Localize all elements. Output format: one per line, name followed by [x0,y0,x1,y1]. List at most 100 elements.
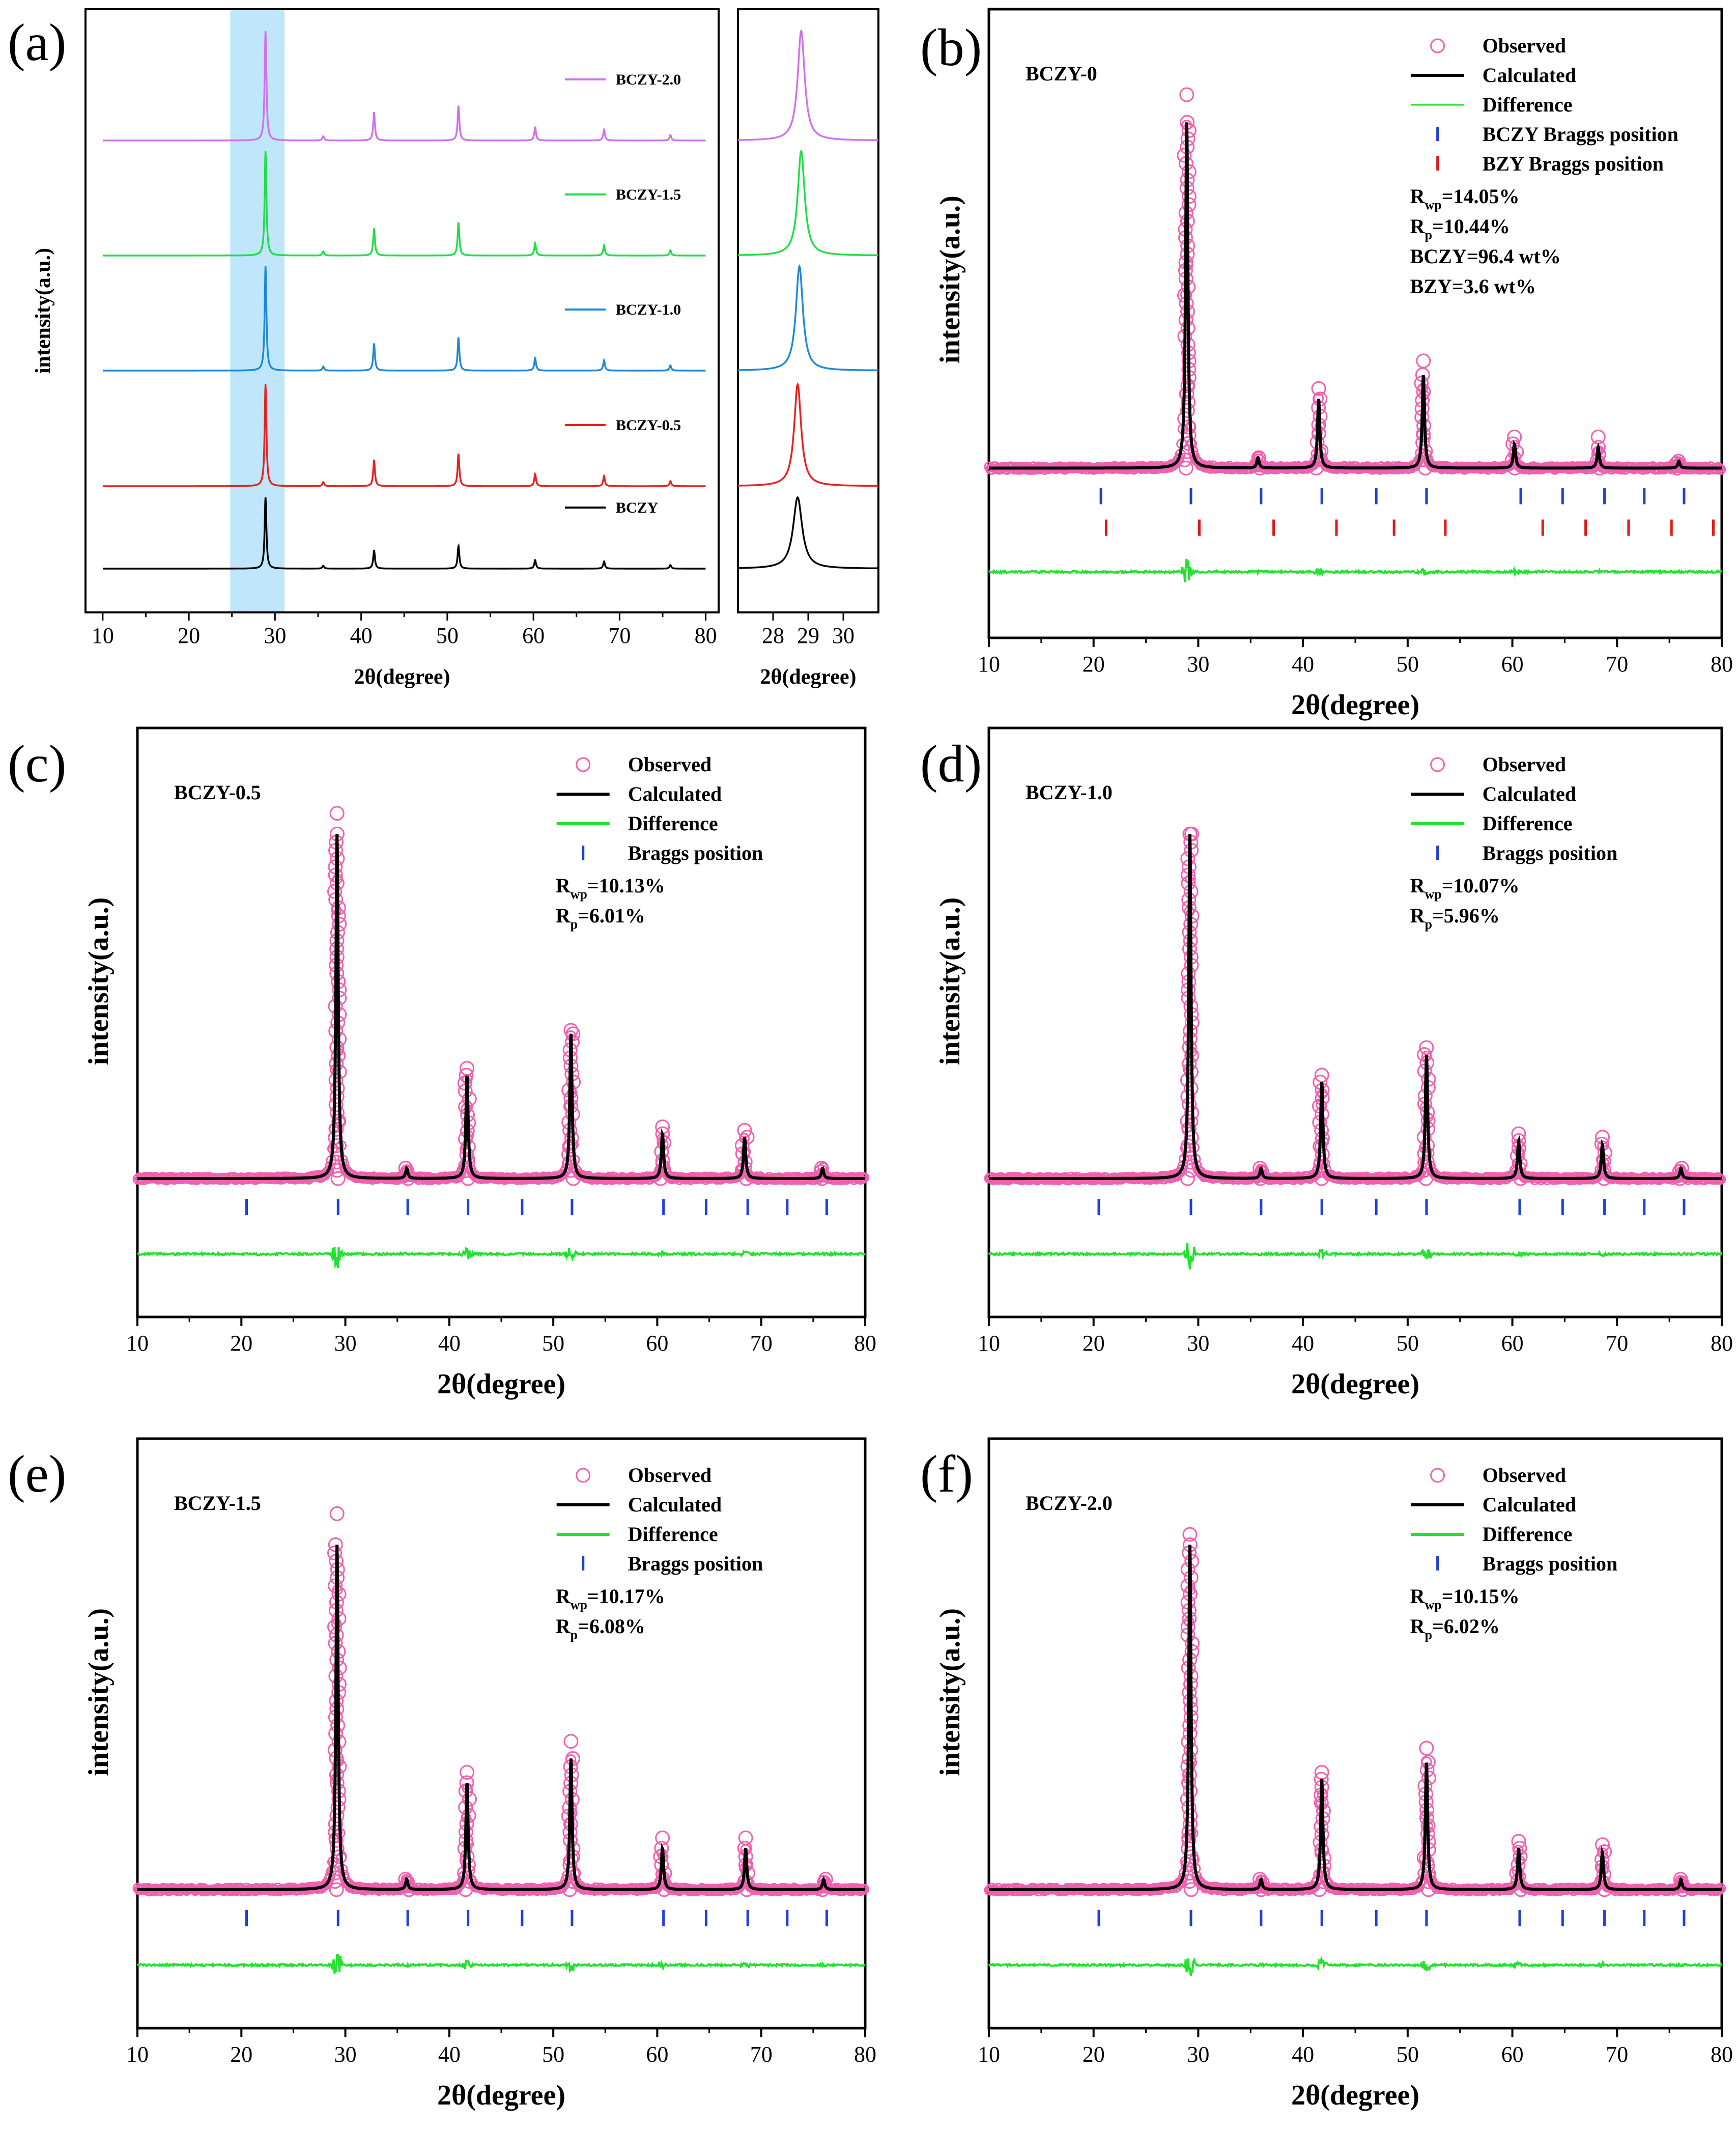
panel-letter: (d) [920,735,982,793]
observed-point [1178,461,1193,476]
observed-point [1181,1833,1197,1848]
x-tick-label: 10 [978,652,1000,677]
xrd-series-line [102,497,706,570]
x-tick-label: 70 [750,1331,773,1356]
calculated-line [137,1545,865,1891]
observed-point [1311,381,1326,396]
stat-rest: =6.02% [1432,1615,1500,1638]
y-axis-title: intensity(a.u.) [83,1608,115,1776]
observed-point [1417,1047,1432,1062]
observed-point [327,884,342,899]
inset-series-line [738,496,878,570]
legend-label: Calculated [1483,782,1576,805]
observed-points [984,87,1726,476]
observed-point [1180,851,1196,866]
observed-point [565,1171,581,1186]
observed-point [1181,1825,1197,1840]
x-tick-label: 60 [1501,1331,1524,1356]
x-tick-label: 80 [1711,2042,1733,2067]
xrd-series-line [102,31,706,142]
legend-label: Difference [1483,93,1573,116]
observed-point [462,1791,477,1807]
x-tick-label: 40 [1292,652,1314,677]
legend-label: Difference [628,1523,718,1546]
stat-sub: p [571,1628,578,1642]
observed-point [1669,456,1684,471]
sample-name: BCZY-1.5 [174,1492,261,1514]
stat-line: Rwp=14.05% [1410,185,1520,212]
observed-point [1672,1164,1687,1180]
y-axis-title: intensity(a.u.) [32,248,55,374]
observed-point [329,1163,345,1178]
x-tick-label: 60 [1501,2042,1524,2067]
difference-line [136,1953,866,1974]
panel-letter: (c) [8,735,66,793]
observed-point [1314,1155,1329,1170]
x-tick-label: 20 [230,1331,252,1356]
observed-point [1181,1121,1197,1137]
x-tick-label: 50 [1397,1331,1419,1356]
refinement-stats: Rwp=10.13%Rp=6.01% [556,874,665,932]
legend-label: Difference [1483,812,1573,835]
x-tick-label: 20 [178,623,200,648]
x-tick-label: 50 [542,2042,564,2067]
observed-point [329,1089,345,1104]
bragg-positions [245,1199,828,1216]
observed-point [1595,1874,1610,1890]
observed-point [329,1146,345,1162]
stat-line: Rwp=10.17% [556,1585,665,1612]
stat-rest: =10.44% [1432,215,1510,238]
series-label: BCZY-1.0 [616,301,681,318]
observed-point [737,1123,752,1138]
observed-point [1179,87,1194,102]
stat-rest: =10.15% [1442,1585,1520,1608]
y-axis-title: intensity(a.u.) [934,195,966,363]
x-tick-label: 80 [1711,1331,1733,1356]
xrd-series-line [102,151,706,257]
x-axis-title: 2θ(degree) [437,1368,565,1400]
bragg-positions [1097,1199,1686,1216]
observed-point [1184,1554,1200,1569]
panel-d: (d) 10 20 30 40 50 60 70 80 2θ(degree) intensity(a… [920,726,1733,1400]
x-axis-title: 2θ(degree) [1291,689,1419,721]
inset-series-line [738,149,878,257]
stat-line: Rp=5.96% [1410,904,1500,932]
legend-observed-marker [1430,757,1445,772]
calculated-line [989,122,1722,470]
observed-point [1180,403,1195,418]
x-tick-label: 10 [92,623,114,648]
observed-point [459,1147,474,1162]
observed-point [1671,454,1686,469]
plot-frame [987,8,1723,639]
legend-label: Calculated [1483,64,1576,87]
stat-rest: =5.96% [1432,904,1500,927]
stat-main: R [556,874,571,897]
stat-main: BCZY=96.4 wt% [1410,245,1561,268]
stat-main: R [1410,185,1426,208]
legend-label: Observed [628,1464,712,1486]
observed-point [1315,1866,1330,1882]
stat-line: BCZY=96.4 wt% [1410,245,1561,268]
panel-letter: (a) [8,13,66,72]
observed-point [1182,1527,1198,1542]
observed-point [1418,461,1433,476]
x-tick-label: 60 [1501,652,1524,677]
observed-point [329,1105,345,1120]
observed-point [1180,1171,1195,1186]
stat-rest: =6.01% [578,904,645,927]
x-tick-label: 20 [1083,1331,1105,1356]
stat-sub: wp [1425,198,1441,212]
observed-point [460,1849,475,1864]
x-tick-label: 50 [1397,652,1419,677]
series-label: BCZY-2.0 [616,71,681,88]
legend-label: Braggs position [1483,841,1618,864]
plot-frame [84,8,720,613]
stat-sub: wp [571,1597,587,1612]
plot-frame [136,726,867,1319]
difference-line [988,559,1722,582]
x-tick-label: 40 [1292,2042,1314,2067]
observed-point [1181,164,1197,179]
highlight-band [230,9,284,612]
x-tick-label: 40 [350,623,373,648]
